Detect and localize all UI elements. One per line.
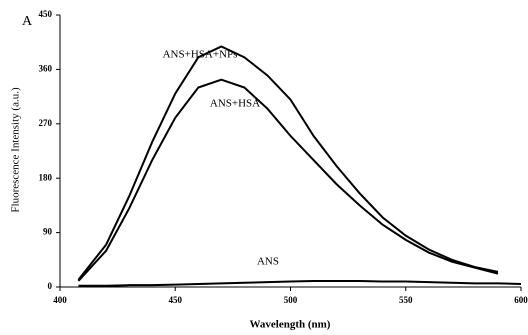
x-tick-label: 550 [399, 295, 413, 305]
y-tick-label: 90 [43, 227, 53, 237]
line-series [77, 78, 499, 282]
y-tick-label: 450 [39, 9, 53, 19]
series-label: ANS [257, 256, 279, 268]
panel-label: A [22, 14, 33, 29]
series-label: ANS+HSA+NPs [163, 49, 238, 61]
x-tick-label: 600 [514, 295, 528, 305]
line-series [77, 45, 499, 281]
line-series [78, 279, 522, 287]
series-label: ANS+HSA [210, 98, 260, 110]
y-axis-label: Fluorescence Intensity (a.u.) [10, 87, 22, 213]
x-axis-label: Wavelength (nm) [250, 319, 331, 331]
x-tick-label: 450 [169, 295, 183, 305]
x-tick-label: 400 [53, 295, 67, 305]
y-tick-label: 0 [48, 281, 53, 291]
y-tick-label: 270 [39, 118, 53, 128]
x-tick-label: 500 [284, 295, 298, 305]
y-tick-label: 180 [39, 172, 53, 182]
y-tick-label: 360 [39, 63, 53, 73]
